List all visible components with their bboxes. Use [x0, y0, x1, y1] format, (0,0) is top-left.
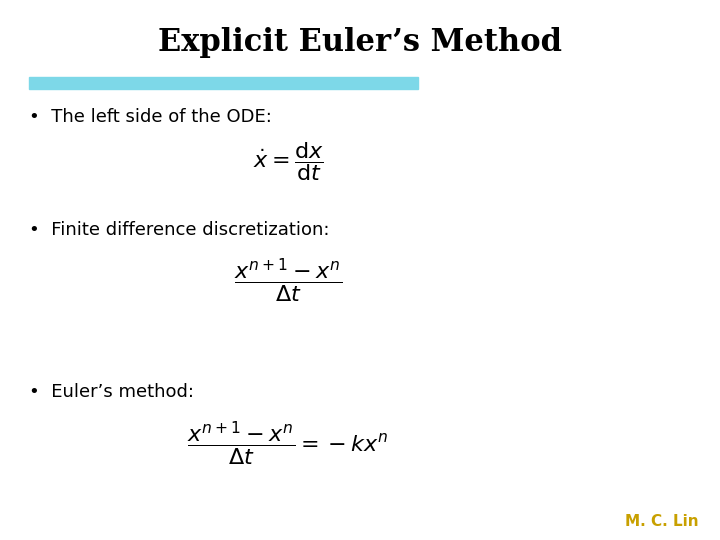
Text: •  Finite difference discretization:: • Finite difference discretization:: [29, 221, 329, 239]
Text: $\dfrac{x^{n+1} - x^{n}}{\Delta t}$: $\dfrac{x^{n+1} - x^{n}}{\Delta t}$: [234, 256, 342, 305]
Text: $\dot{x} = \dfrac{\mathrm{d}x}{\mathrm{d}t}$: $\dot{x} = \dfrac{\mathrm{d}x}{\mathrm{d…: [253, 140, 323, 184]
Text: $\dfrac{x^{n+1} - x^{n}}{\Delta t} = -kx^{n}$: $\dfrac{x^{n+1} - x^{n}}{\Delta t} = -kx…: [187, 420, 389, 468]
Text: •  The left side of the ODE:: • The left side of the ODE:: [29, 108, 271, 126]
Bar: [29, 77, 418, 89]
Text: Explicit Euler’s Method: Explicit Euler’s Method: [158, 27, 562, 58]
Text: •  Euler’s method:: • Euler’s method:: [29, 383, 194, 401]
Text: M. C. Lin: M. C. Lin: [625, 514, 698, 529]
